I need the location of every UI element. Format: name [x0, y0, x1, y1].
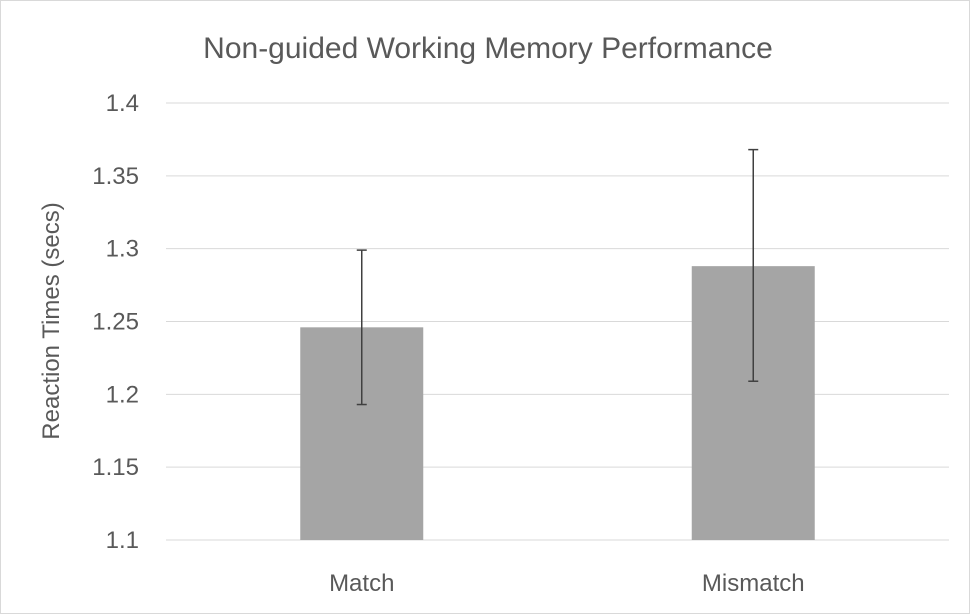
y-tick-label: 1.15: [92, 454, 139, 481]
chart-title: Non-guided Working Memory Performance: [203, 32, 773, 65]
y-tick-label: 1.25: [92, 309, 139, 336]
error-bar-mismatch: [748, 148, 759, 382]
y-tick-label: 1.2: [106, 381, 139, 408]
y-axis-label: Reaction Times (secs): [38, 202, 65, 439]
y-tick-label: 1.4: [106, 90, 139, 117]
y-tick-label: 1.35: [92, 163, 139, 190]
y-tick-label: 1.3: [106, 236, 139, 263]
x-tick-label: Match: [329, 570, 394, 597]
y-tick-label: 1.1: [106, 527, 139, 554]
x-tick-label: Mismatch: [702, 570, 805, 597]
error-bar-match: [356, 249, 367, 406]
